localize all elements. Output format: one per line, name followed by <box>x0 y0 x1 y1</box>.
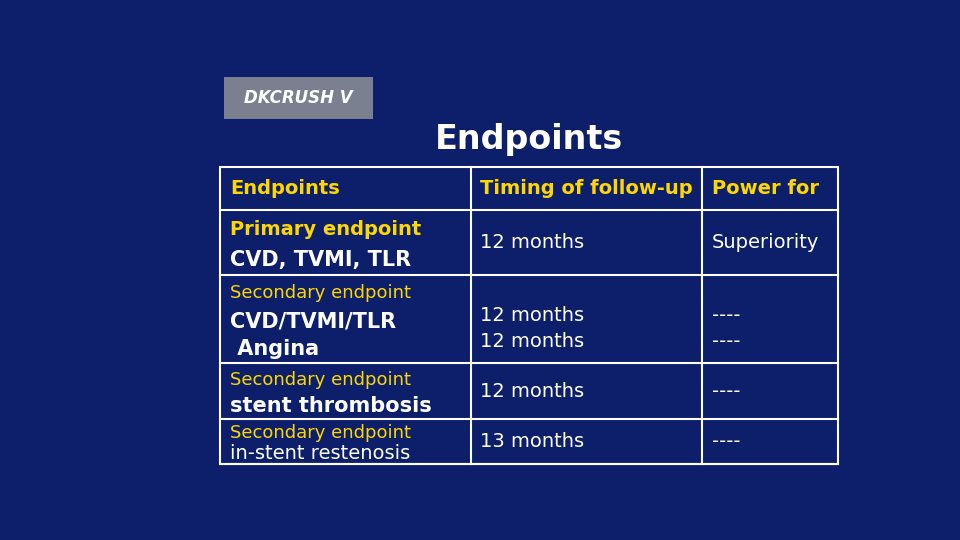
Text: ----: ---- <box>711 382 740 401</box>
Text: Secondary endpoint: Secondary endpoint <box>230 424 411 442</box>
Text: Primary endpoint: Primary endpoint <box>230 220 421 239</box>
Text: CVD, TVMI, TLR: CVD, TVMI, TLR <box>230 250 411 270</box>
Text: Secondary endpoint: Secondary endpoint <box>230 284 411 302</box>
Text: Power for: Power for <box>711 179 819 198</box>
Text: CVD/TVMI/TLR: CVD/TVMI/TLR <box>230 311 396 331</box>
Bar <box>221 167 838 464</box>
Text: 12 months: 12 months <box>480 233 585 252</box>
Bar <box>225 77 372 119</box>
Text: ----: ---- <box>711 306 740 325</box>
Text: 12 months: 12 months <box>480 333 585 352</box>
Text: Angina: Angina <box>230 339 320 359</box>
Text: ----: ---- <box>711 333 740 352</box>
Text: stent thrombosis: stent thrombosis <box>230 396 432 416</box>
Text: Superiority: Superiority <box>711 233 819 252</box>
Text: Endpoints: Endpoints <box>435 123 623 156</box>
Text: 13 months: 13 months <box>480 432 585 451</box>
Text: Endpoints: Endpoints <box>230 179 340 198</box>
Text: DKCRUSH V: DKCRUSH V <box>244 89 353 107</box>
Text: 12 months: 12 months <box>480 306 585 325</box>
Text: Timing of follow-up: Timing of follow-up <box>480 179 693 198</box>
Text: Secondary endpoint: Secondary endpoint <box>230 371 411 389</box>
Text: ----: ---- <box>711 432 740 451</box>
Text: in-stent restenosis: in-stent restenosis <box>230 444 410 463</box>
Text: 12 months: 12 months <box>480 382 585 401</box>
